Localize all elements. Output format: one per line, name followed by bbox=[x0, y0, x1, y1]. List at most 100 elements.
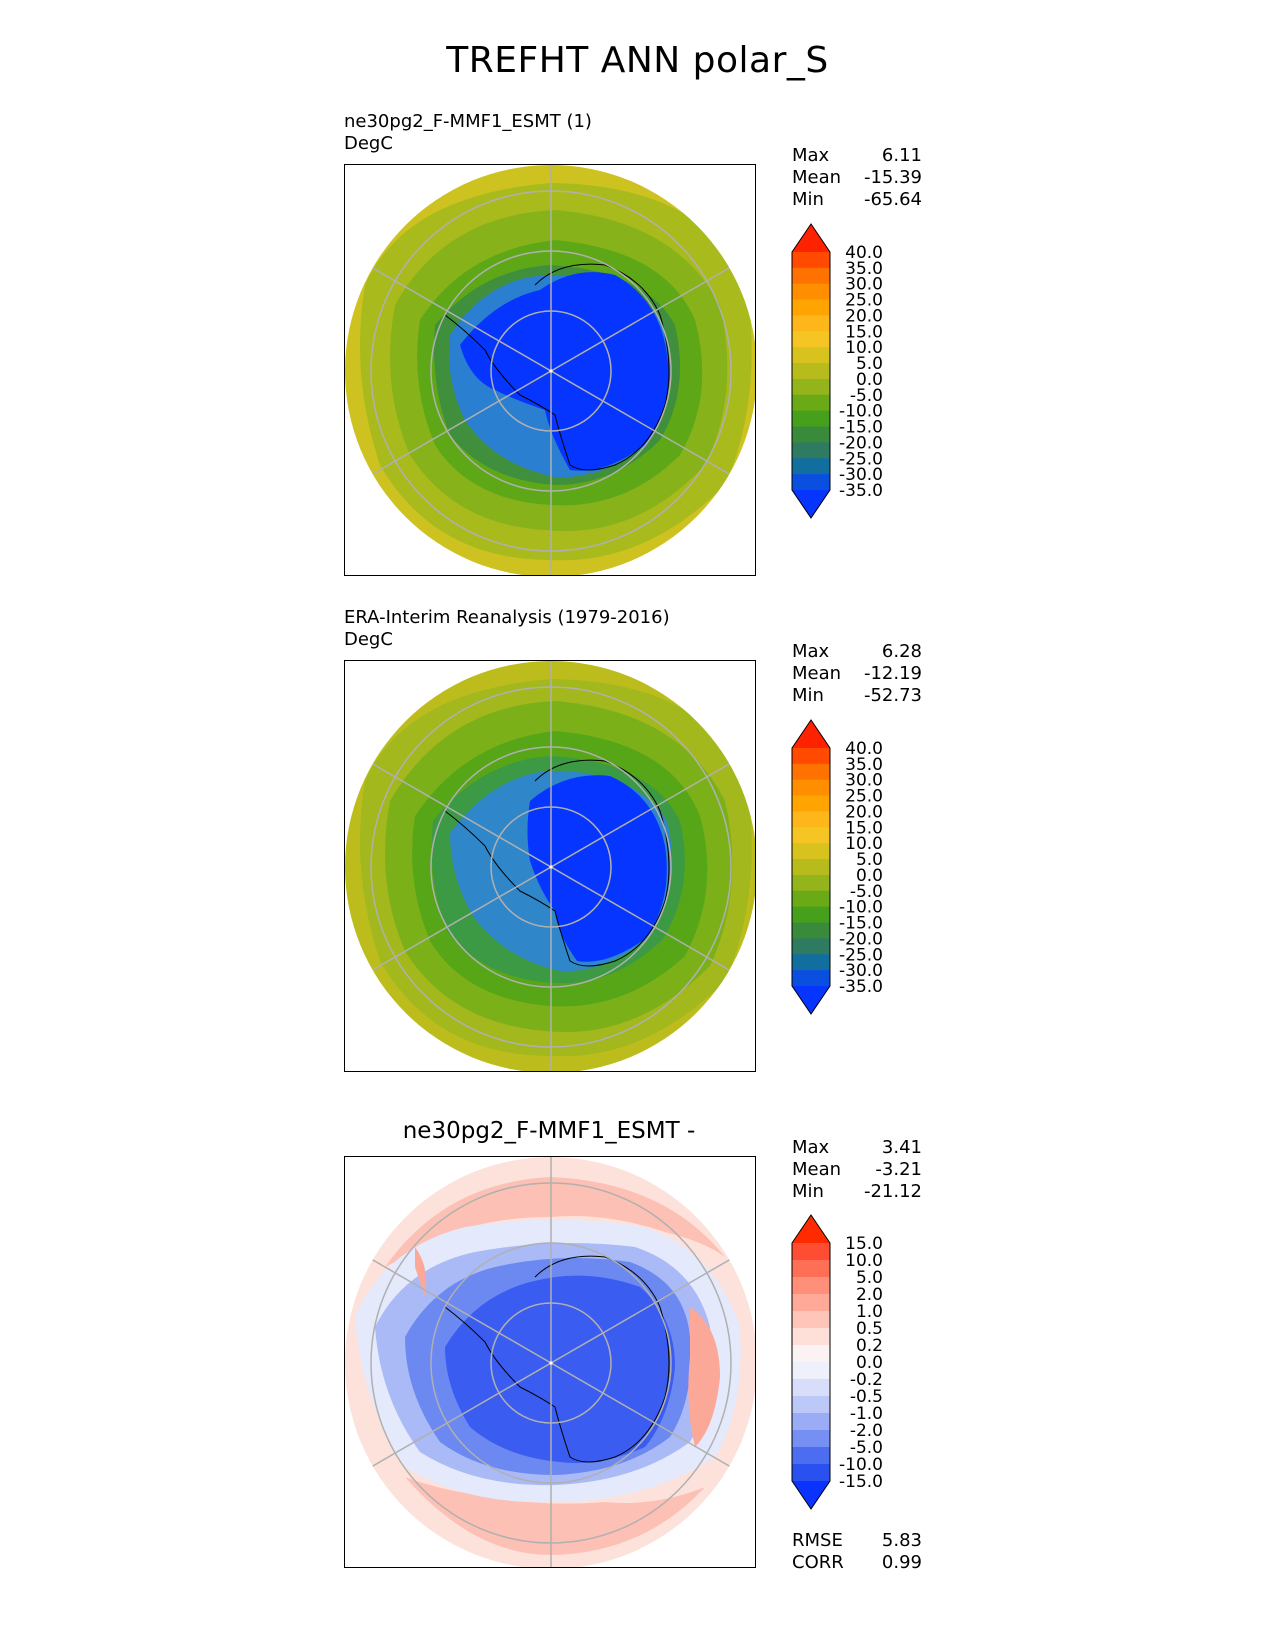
colorbar-segment bbox=[792, 954, 830, 971]
panel2-min-label: Min bbox=[792, 685, 824, 706]
colorbar-segment bbox=[792, 890, 830, 908]
colorbar-tick-label: 20.0 bbox=[845, 306, 883, 326]
colorbar-tick-label: -10.0 bbox=[839, 402, 883, 422]
panel3-metrics: RMSE 5.83 CORR 0.99 bbox=[792, 1530, 922, 1574]
colorbar-segment bbox=[792, 1362, 830, 1380]
colorbar-extend-min bbox=[792, 986, 830, 1014]
colorbar-segment bbox=[792, 811, 830, 828]
panel1-stats: Max 6.11 Mean -15.39 Min -65.64 bbox=[792, 145, 922, 211]
colorbar-segment bbox=[792, 283, 830, 301]
panel2-max-value: 6.28 bbox=[881, 641, 922, 662]
colorbar-segment bbox=[792, 394, 830, 412]
colorbar-segment bbox=[792, 859, 830, 876]
panel3-stats: Max 3.41 Mean -3.21 Min -21.12 bbox=[792, 1137, 922, 1203]
panel3-map bbox=[344, 1156, 756, 1568]
colorbar-tick-label: 10.0 bbox=[845, 1251, 883, 1271]
panel3-max-value: 3.41 bbox=[881, 1137, 922, 1158]
panel3-min-value: -21.12 bbox=[863, 1181, 922, 1202]
panel1-title: ne30pg2_F-MMF1_ESMT (1) DegC bbox=[344, 111, 592, 155]
corr-value: 0.99 bbox=[881, 1552, 922, 1573]
colorbar-segment bbox=[792, 315, 830, 332]
panel2-title-line1: ERA-Interim Reanalysis (1979-2016) bbox=[344, 607, 670, 628]
panel1-units: DegC bbox=[344, 133, 393, 154]
panel3-map-svg bbox=[345, 1157, 755, 1567]
band-below-minus5 bbox=[445, 1275, 675, 1463]
panel2-min-value: -52.73 bbox=[863, 685, 922, 706]
colorbar-tick-label: 1.0 bbox=[856, 1302, 883, 1322]
colorbar-segment bbox=[792, 843, 830, 860]
panel3-colorbar-svg: 15.010.05.02.01.00.50.20.0-0.2-0.5-1.0-2… bbox=[791, 1214, 883, 1510]
colorbar-tick-label: -5.0 bbox=[850, 386, 883, 406]
colorbar-tick-label: -2.0 bbox=[850, 1421, 883, 1441]
colorbar-segment bbox=[792, 267, 830, 285]
colorbar-segment bbox=[792, 378, 830, 396]
panel3-pole-marker bbox=[549, 1361, 553, 1365]
colorbar-tick-label: -5.0 bbox=[850, 882, 883, 902]
colorbar-tick-label: 2.0 bbox=[856, 1285, 883, 1305]
panel1-max-value: 6.11 bbox=[881, 145, 922, 166]
colorbar-segment bbox=[792, 347, 830, 364]
panel2-coastline bbox=[444, 759, 670, 967]
colorbar-tick-label: 0.0 bbox=[856, 1353, 883, 1373]
colorbar-tick-label: 40.0 bbox=[845, 739, 883, 759]
panel3-max-label: Max bbox=[792, 1137, 830, 1158]
positive-patch-east bbox=[688, 1307, 720, 1447]
panel1-mean-label: Mean bbox=[792, 167, 842, 188]
panel1-colorbar-svg: 40.035.030.025.020.015.010.05.00.0-5.0-1… bbox=[791, 223, 883, 519]
colorbar-segment bbox=[792, 779, 830, 797]
colorbar-segment bbox=[792, 938, 830, 955]
colorbar-segment bbox=[792, 874, 830, 892]
panel3-coastline bbox=[444, 1255, 670, 1463]
rmse-label: RMSE bbox=[792, 1530, 843, 1551]
colorbar-tick-label: 0.0 bbox=[856, 866, 883, 886]
colorbar-tick-label: -10.0 bbox=[839, 1455, 883, 1475]
panel3-colorbar: 15.0 10.0 5.0 2.0 1.0 0.5 0.2 0.0 -0.2 -0.5 -1.0 -2… bbox=[790, 1213, 910, 1513]
colorbar-tick-label: 35.0 bbox=[845, 755, 883, 775]
corr-label: CORR bbox=[792, 1552, 844, 1573]
colorbar-tick-label: 5.0 bbox=[856, 850, 883, 870]
colorbar-tick-label: -20.0 bbox=[839, 929, 883, 949]
colorbar-tick-label: -25.0 bbox=[839, 945, 883, 965]
colorbar-tick-label: 10.0 bbox=[845, 834, 883, 854]
colorbar-tick-label: 0.0 bbox=[856, 370, 883, 390]
colorbar-tick-label: 5.0 bbox=[856, 1268, 883, 1288]
panel1-title-line1: ne30pg2_F-MMF1_ESMT (1) bbox=[344, 111, 592, 132]
colorbar-segment bbox=[792, 1345, 830, 1363]
colorbar-tick-label: 25.0 bbox=[845, 291, 883, 311]
colorbar-segment bbox=[792, 252, 830, 269]
colorbar-tick-label: -0.5 bbox=[850, 1387, 883, 1407]
colorbar-segment bbox=[792, 363, 830, 380]
panel1-min-value: -65.64 bbox=[863, 189, 922, 210]
panel2-mean-label: Mean bbox=[792, 663, 842, 684]
colorbar-segment bbox=[792, 1311, 830, 1329]
colorbar-extend-max bbox=[792, 720, 830, 748]
panel2-pole-marker bbox=[549, 865, 553, 869]
band-below-minus35 bbox=[460, 272, 669, 471]
colorbar-segment bbox=[792, 331, 830, 348]
panel3-mean-value: -3.21 bbox=[875, 1159, 922, 1180]
colorbar-tick-label: 5.0 bbox=[856, 354, 883, 374]
colorbar-tick-label: 0.2 bbox=[856, 1336, 883, 1356]
band-0.5-2 bbox=[385, 1177, 725, 1267]
colorbar-segment bbox=[792, 906, 830, 924]
panel2-mean-value: -12.19 bbox=[863, 663, 922, 684]
panel1-coastline bbox=[444, 263, 670, 471]
colorbar-tick-label: 10.0 bbox=[845, 338, 883, 358]
panel2-max-label: Max bbox=[792, 641, 830, 662]
colorbar-tick-label: -15.0 bbox=[839, 1472, 883, 1492]
colorbar-tick-label: 0.5 bbox=[856, 1319, 883, 1339]
panel2-units: DegC bbox=[344, 629, 393, 650]
colorbar-tick-label: 20.0 bbox=[845, 802, 883, 822]
colorbar-tick-label: -25.0 bbox=[839, 449, 883, 469]
panel1-min-label: Min bbox=[792, 189, 824, 210]
panel2-title: ERA-Interim Reanalysis (1979-2016) DegC bbox=[344, 607, 670, 651]
colorbar-extend-min bbox=[792, 490, 830, 518]
colorbar-tick-label: 15.0 bbox=[845, 322, 883, 342]
colorbar-segment bbox=[792, 1447, 830, 1465]
positive-patch-northwest bbox=[415, 1247, 427, 1297]
panel2-colorbar: 40.0 35.0 30.0 25.0 20.0 15.0 10.0 5.0 0.0 -5.0 -1… bbox=[790, 718, 910, 1018]
colorbar-segment bbox=[792, 1430, 830, 1448]
colorbar-segment bbox=[792, 1277, 830, 1295]
colorbar-segment bbox=[792, 1379, 830, 1397]
colorbar-segment bbox=[792, 410, 830, 428]
